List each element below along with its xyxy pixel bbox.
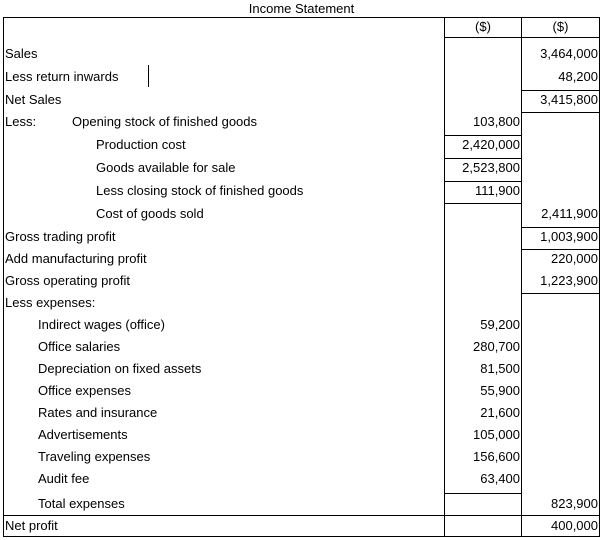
- row-label: Audit fee: [38, 471, 90, 486]
- column-divider-1: [444, 17, 445, 537]
- row-label: Production cost: [96, 137, 186, 152]
- column-2-rule: [521, 90, 600, 91]
- row-label: Rates and insurance: [38, 405, 158, 420]
- statement-title: Income Statement: [248, 1, 355, 16]
- row-label: Cost of goods sold: [96, 206, 204, 221]
- row-label: Net profit: [5, 518, 58, 533]
- column-divider-2: [521, 17, 522, 537]
- row-label: Traveling expenses: [38, 449, 151, 464]
- amount-column-2-value: 1,223,900: [540, 273, 598, 288]
- column-2-rule: [521, 227, 600, 228]
- row-prefix-label: Less:: [5, 114, 37, 129]
- table-border-left: [3, 17, 4, 537]
- amount-column-1-value: 105,000: [473, 427, 520, 442]
- amount-column-1-value: 63,400: [480, 471, 520, 486]
- row-label: Total expenses: [38, 496, 125, 511]
- amount-column-2-value: 400,000: [551, 518, 598, 533]
- row-label: Gross trading profit: [5, 229, 116, 244]
- table-border-top: [3, 17, 600, 18]
- amount-column-1-value: 55,900: [480, 383, 520, 398]
- amount-column-1-value: 21,600: [480, 405, 520, 420]
- row-label: Office expenses: [38, 383, 131, 398]
- row-label: Depreciation on fixed assets: [38, 361, 202, 376]
- amount-column-2-value: 3,464,000: [540, 46, 598, 61]
- column-1-rule: [444, 493, 522, 494]
- column-2-rule: [521, 293, 600, 294]
- amount-column-1-value: 2,523,800: [462, 160, 520, 175]
- amount-column-2-value: 3,415,800: [540, 92, 598, 107]
- amount-column-1-value: 103,800: [473, 114, 520, 129]
- row-label: Add manufacturing profit: [5, 251, 147, 266]
- row-label: Opening stock of finished goods: [72, 114, 258, 129]
- column-1-rule: [444, 135, 522, 136]
- label-separator-line: [148, 65, 149, 87]
- row-label: Less return inwards: [5, 69, 119, 84]
- column-1-rule: [444, 203, 522, 204]
- amount-column-1-value: 81,500: [480, 361, 520, 376]
- amount-column-1-value: 2,420,000: [462, 137, 520, 152]
- amount-column-1-value: 59,200: [480, 317, 520, 332]
- row-label: Less closing stock of finished goods: [96, 183, 304, 198]
- column-2-rule: [521, 249, 600, 250]
- column-1-rule: [444, 181, 522, 182]
- row-label: Gross operating profit: [5, 273, 131, 288]
- row-label: Goods available for sale: [96, 160, 236, 175]
- table-border-right: [599, 17, 600, 537]
- amount-column-2-value: 1,003,900: [540, 229, 598, 244]
- row-label: Net Sales: [5, 92, 62, 107]
- column-header-amount-1: ($): [475, 19, 491, 34]
- amount-column-1-value: 156,600: [473, 449, 520, 464]
- column-2-rule: [521, 112, 600, 113]
- net-profit-top-rule: [3, 515, 600, 516]
- income-statement-table: ($) ($) Sales 3,464,000 Less return inward…: [3, 17, 600, 537]
- column-1-rule: [444, 158, 522, 159]
- row-label: Office salaries: [38, 339, 121, 354]
- header-underline: [444, 37, 600, 38]
- amount-column-1-value: 280,700: [473, 339, 520, 354]
- row-label: Indirect wages (office): [38, 317, 165, 332]
- amount-column-2-value: 48,200: [558, 69, 598, 84]
- column-header-amount-2: ($): [552, 19, 569, 34]
- row-label: Sales: [5, 46, 38, 61]
- row-label: Advertisements: [38, 427, 128, 442]
- amount-column-2-value: 823,900: [551, 496, 598, 511]
- amount-column-1-value: 111,900: [474, 183, 520, 198]
- row-label: Less expenses:: [5, 295, 96, 310]
- amount-column-2-value: 220,000: [551, 251, 598, 266]
- amount-column-2-value: 2,411,900: [541, 206, 598, 221]
- table-border-bottom: [3, 536, 600, 537]
